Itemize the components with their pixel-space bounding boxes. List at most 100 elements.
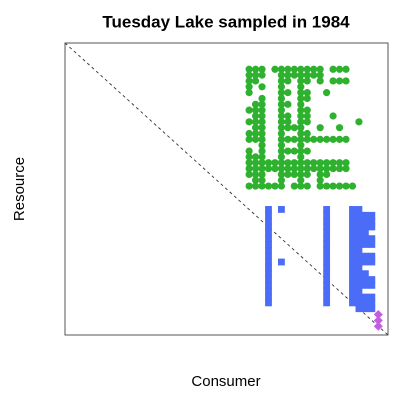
- point: [323, 235, 331, 243]
- point: [258, 153, 266, 161]
- point: [297, 77, 305, 85]
- point: [265, 241, 272, 248]
- point: [297, 129, 305, 138]
- point: [355, 293, 363, 301]
- point: [251, 71, 260, 79]
- point: [290, 164, 298, 173]
- point: [361, 276, 369, 283]
- point: [316, 159, 324, 167]
- point: [277, 71, 286, 79]
- point: [349, 235, 356, 243]
- point: [323, 281, 331, 289]
- point: [355, 223, 363, 231]
- point: [316, 77, 324, 85]
- point: [277, 147, 286, 155]
- point: [251, 182, 260, 190]
- point: [290, 135, 298, 143]
- point: [284, 112, 292, 120]
- point: [277, 153, 286, 161]
- point: [284, 159, 292, 167]
- point: [349, 264, 356, 272]
- point: [342, 135, 350, 143]
- point: [277, 100, 286, 108]
- diagonal: [64, 42, 389, 336]
- point: [278, 206, 285, 213]
- point: [373, 315, 383, 325]
- point: [245, 147, 253, 155]
- point: [303, 94, 311, 103]
- point: [329, 159, 337, 167]
- point: [245, 77, 253, 85]
- point: [277, 124, 286, 132]
- point: [349, 223, 356, 231]
- point: [355, 118, 363, 126]
- point: [323, 246, 331, 254]
- point: [277, 135, 286, 143]
- point: [368, 293, 376, 301]
- point: [303, 71, 311, 79]
- point: [271, 159, 279, 167]
- point: [355, 270, 363, 278]
- point: [355, 287, 363, 295]
- point: [342, 182, 350, 190]
- point: [361, 235, 369, 243]
- point: [265, 281, 272, 289]
- point: [258, 141, 266, 149]
- point: [265, 264, 272, 272]
- point: [258, 94, 266, 103]
- point: [245, 71, 253, 79]
- point: [297, 112, 305, 120]
- point: [368, 252, 376, 260]
- point: [265, 287, 272, 295]
- point: [303, 118, 311, 126]
- point: [316, 135, 324, 143]
- point: [277, 89, 286, 97]
- point: [303, 129, 311, 138]
- point: [290, 159, 298, 167]
- point: [245, 83, 253, 91]
- point: [265, 293, 272, 301]
- point: [368, 211, 376, 219]
- point: [245, 170, 253, 178]
- point: [355, 246, 363, 254]
- point: [245, 106, 253, 114]
- point: [251, 65, 260, 73]
- point: [323, 276, 331, 283]
- point: [361, 299, 369, 307]
- point: [290, 65, 298, 73]
- point: [284, 118, 292, 126]
- point: [258, 65, 266, 73]
- point: [349, 287, 356, 295]
- point: [251, 77, 260, 85]
- point: [355, 281, 363, 289]
- point: [323, 182, 331, 190]
- point: [323, 270, 331, 278]
- point: [258, 176, 266, 184]
- point: [316, 182, 324, 190]
- point: [355, 305, 363, 313]
- point: [368, 217, 376, 225]
- point: [251, 129, 260, 138]
- point: [277, 159, 286, 167]
- point: [361, 281, 369, 289]
- point: [329, 182, 337, 190]
- point: [316, 124, 324, 132]
- point: [361, 211, 369, 219]
- point: [264, 164, 273, 173]
- point: [323, 217, 331, 225]
- point: [297, 141, 305, 149]
- point: [335, 135, 344, 143]
- point: [368, 276, 376, 283]
- point: [297, 153, 305, 161]
- point: [349, 293, 356, 301]
- point: [258, 83, 266, 91]
- point: [284, 170, 292, 178]
- point: [316, 65, 324, 73]
- point: [277, 77, 286, 85]
- point: [355, 276, 363, 283]
- point: [323, 211, 331, 219]
- point: [284, 164, 292, 173]
- point: [303, 77, 311, 85]
- point: [373, 321, 383, 331]
